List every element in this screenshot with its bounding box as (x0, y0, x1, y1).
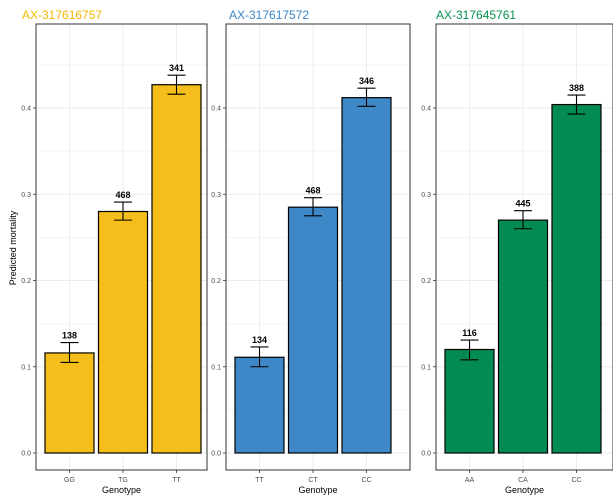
bar (341, 97, 392, 454)
bar (234, 356, 285, 454)
count-label: 468 (115, 190, 130, 200)
x-tick-label: GG (64, 477, 75, 484)
x-axis-title: Genotype (102, 485, 141, 495)
x-tick-label: TG (118, 477, 128, 484)
x-tick-label: CA (518, 477, 528, 484)
y-tick-label: 0.0 (421, 451, 431, 458)
bar (497, 219, 549, 454)
panel-border (435, 23, 613, 471)
y-tick-label: 0.0 (21, 451, 31, 458)
x-tick-label: CC (361, 477, 371, 484)
bar (151, 84, 202, 454)
x-axis-title: Genotype (505, 485, 544, 495)
count-label: 341 (169, 63, 184, 73)
count-label: 138 (62, 331, 77, 341)
panel-border (225, 23, 411, 471)
count-label: 388 (569, 83, 584, 93)
y-tick-label: 0.0 (211, 451, 221, 458)
y-tick-label: 0.1 (421, 364, 431, 371)
bar (551, 103, 602, 454)
y-tick-label: 0.3 (211, 192, 221, 199)
x-tick-label: CC (571, 477, 581, 484)
x-tick-label: AA (465, 477, 475, 484)
y-tick-label: 0.3 (421, 192, 431, 199)
count-label: 468 (305, 186, 320, 196)
y-tick-label: 0.2 (211, 278, 221, 285)
bar (287, 206, 339, 454)
x-tick-label: CT (308, 477, 318, 484)
y-tick-label: 0.4 (211, 106, 221, 113)
panel-title: AX-317617572 (229, 8, 309, 22)
x-tick-label: TT (255, 477, 264, 484)
x-axis-title: Genotype (298, 485, 337, 495)
count-label: 445 (515, 199, 530, 209)
y-tick-label: 0.2 (21, 278, 31, 285)
y-tick-label: 0.4 (21, 106, 31, 113)
bar (44, 352, 95, 454)
bar (97, 210, 149, 454)
y-tick-label: 0.1 (211, 364, 221, 371)
count-label: 134 (252, 335, 267, 345)
count-label: 346 (359, 76, 374, 86)
panel-2: AX-317617572 134 TT 468 CT 346 CC 0.0 0.1 0.2 0.3 0… (211, 8, 411, 495)
count-label: 116 (462, 328, 477, 338)
panel-title: AX-317645761 (436, 8, 516, 22)
y-tick-label: 0.3 (21, 192, 31, 199)
y-axis-title: Predicted mortality (8, 210, 18, 285)
panel-3: AX-317645761 116 AA 445 CA 388 CC 0.0 0.1 0.2 0.3 0… (421, 8, 613, 495)
x-tick-label: TT (172, 477, 181, 484)
y-tick-label: 0.2 (421, 278, 431, 285)
bar (444, 348, 495, 454)
panel-border (35, 23, 208, 471)
y-tick-label: 0.4 (421, 106, 431, 113)
panel-title: AX-317616757 (22, 8, 102, 22)
y-tick-label: 0.1 (21, 364, 31, 371)
panel-1: AX-317616757 138 GG 468 TG 341 TT 0.0 0.1 0.2 0.3 0… (21, 8, 208, 495)
